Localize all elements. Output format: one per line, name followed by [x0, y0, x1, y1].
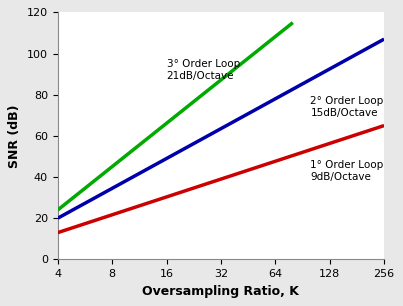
Text: 3° Order Loop
21dB/Octave: 3° Order Loop 21dB/Octave	[166, 59, 240, 81]
Y-axis label: SNR (dB): SNR (dB)	[8, 104, 21, 168]
Text: 2° Order Loop
15dB/Octave: 2° Order Loop 15dB/Octave	[310, 96, 384, 118]
X-axis label: Oversampling Ratio, K: Oversampling Ratio, K	[143, 285, 299, 298]
Text: 1° Order Loop
9dB/Octave: 1° Order Loop 9dB/Octave	[310, 160, 384, 182]
